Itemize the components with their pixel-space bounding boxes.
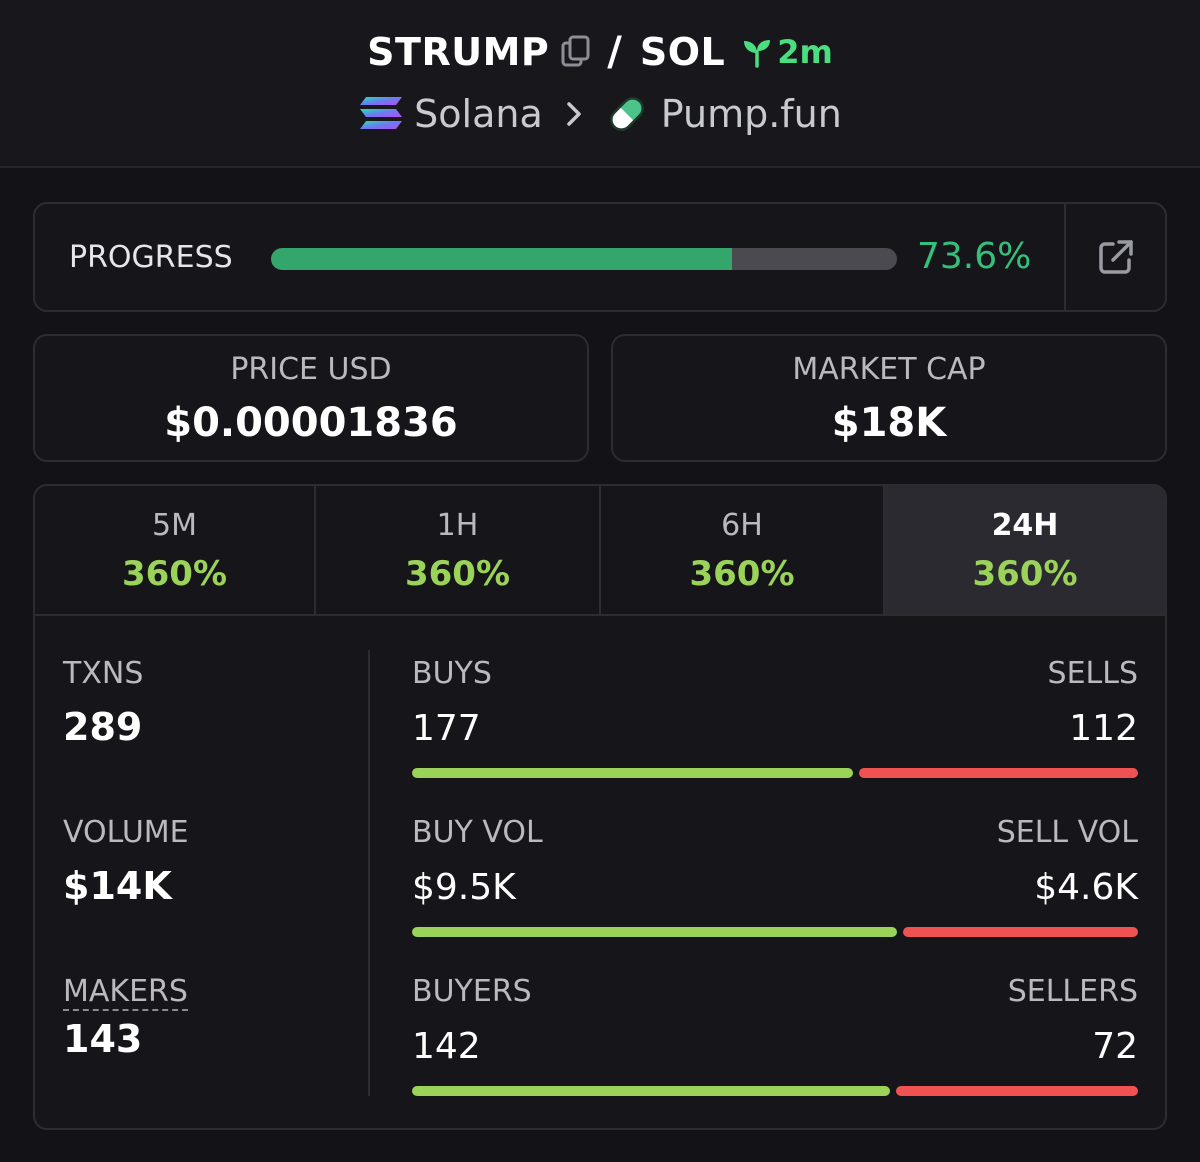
volume-ratio-bar	[412, 927, 1138, 937]
buys-sells-ratio-bar	[412, 768, 1138, 778]
tab-change: 360%	[121, 554, 228, 594]
txns-metric: TXNS 289	[63, 656, 143, 749]
txns-label: TXNS	[63, 656, 144, 691]
quote-token-symbol: SOL	[639, 30, 726, 74]
pair-age-text: 2m	[777, 33, 833, 71]
chevron-right-icon	[565, 101, 583, 127]
buyers-label: BUYERS	[412, 974, 532, 1009]
external-link-icon	[1098, 240, 1133, 274]
buy-vol-bar	[412, 927, 897, 937]
price-usd-card: PRICE USD $0.00001836	[33, 334, 589, 462]
copy-icon[interactable]	[561, 35, 591, 69]
tab-label: 5M	[152, 508, 197, 543]
buys-label: BUYS	[412, 656, 492, 691]
pair-separator: /	[607, 29, 622, 75]
sellers-label: SELLERS	[1007, 974, 1138, 1009]
market-cap-card: MARKET CAP $18K	[611, 334, 1167, 462]
tab-change: 360%	[972, 554, 1078, 594]
pair-title: STRUMP / SOL 2m	[0, 26, 1200, 78]
txns-value: 289	[63, 705, 143, 749]
progress-bar-fill	[271, 248, 732, 270]
timeframe-tabs: 5M 360% 1H 360% 6H 360% 24H 360%	[35, 486, 1165, 616]
solana-logo	[358, 95, 404, 133]
tab-24h[interactable]: 24H 360%	[885, 486, 1165, 614]
tab-1h[interactable]: 1H 360%	[316, 486, 601, 614]
dex-link[interactable]: Pump.fun	[660, 92, 842, 136]
buyers-ratio-bar	[412, 1086, 1138, 1096]
pair-header: STRUMP / SOL 2m	[0, 0, 1200, 168]
buyers-sellers-row: BUYERS SELLERS 142 72	[412, 974, 1138, 1096]
volume-label: VOLUME	[63, 815, 189, 850]
sellers-value: 72	[1092, 1026, 1138, 1067]
timeframe-stats-panel: 5M 360% 1H 360% 6H 360% 24H 360% TXNS 28…	[33, 484, 1167, 1130]
buys-value: 177	[412, 708, 481, 749]
sellers-bar	[896, 1086, 1138, 1096]
price-usd-label: PRICE USD	[230, 352, 392, 387]
chain-link[interactable]: Solana	[414, 92, 543, 136]
sprout-icon	[744, 40, 771, 68]
price-usd-value: $0.00001836	[164, 400, 458, 446]
sells-bar	[859, 768, 1138, 778]
buyers-value: 142	[412, 1026, 481, 1067]
sell-vol-label: SELL VOL	[996, 815, 1138, 850]
pair-age: 2m	[741, 33, 833, 71]
progress-percent: 73.6%	[917, 236, 1032, 277]
progress-divider	[1064, 204, 1066, 310]
market-cap-label: MARKET CAP	[792, 352, 986, 387]
makers-label[interactable]: MAKERS	[63, 974, 188, 1011]
volume-value: $14K	[63, 864, 172, 908]
buy-vol-value: $9.5K	[412, 867, 516, 908]
buy-vol-label: BUY VOL	[412, 815, 543, 850]
tab-6h[interactable]: 6H 360%	[601, 486, 885, 614]
bonding-progress-card: PROGRESS 73.6%	[33, 202, 1167, 312]
progress-bar	[271, 248, 897, 270]
buy-sell-volume-row: BUY VOL SELL VOL $9.5K $4.6K	[412, 815, 1138, 937]
makers-value: 143	[63, 1017, 143, 1061]
tab-label: 1H	[436, 508, 479, 543]
tab-change: 360%	[404, 554, 511, 594]
tab-label: 6H	[721, 508, 763, 543]
makers-metric: MAKERS 143	[63, 974, 188, 1061]
buys-sells-row: BUYS SELLS 177 112	[412, 656, 1138, 778]
progress-label: PROGRESS	[69, 240, 233, 275]
sell-vol-value: $4.6K	[1034, 867, 1138, 908]
buys-bar	[412, 768, 853, 778]
sell-vol-bar	[903, 927, 1138, 937]
sells-value: 112	[1069, 708, 1138, 749]
open-external-button[interactable]	[1066, 204, 1165, 310]
market-cap-value: $18K	[831, 400, 947, 446]
volume-metric: VOLUME $14K	[63, 815, 189, 908]
tab-label: 24H	[991, 508, 1059, 543]
column-divider	[368, 650, 370, 1096]
tab-5m[interactable]: 5M 360%	[35, 486, 316, 614]
breadcrumb: Solana Pump.fun	[0, 88, 1200, 140]
buyers-bar	[412, 1086, 890, 1096]
pill-icon	[605, 92, 649, 136]
tab-change: 360%	[689, 554, 795, 594]
sells-label: SELLS	[1047, 656, 1138, 691]
base-token-symbol: STRUMP	[367, 30, 550, 74]
